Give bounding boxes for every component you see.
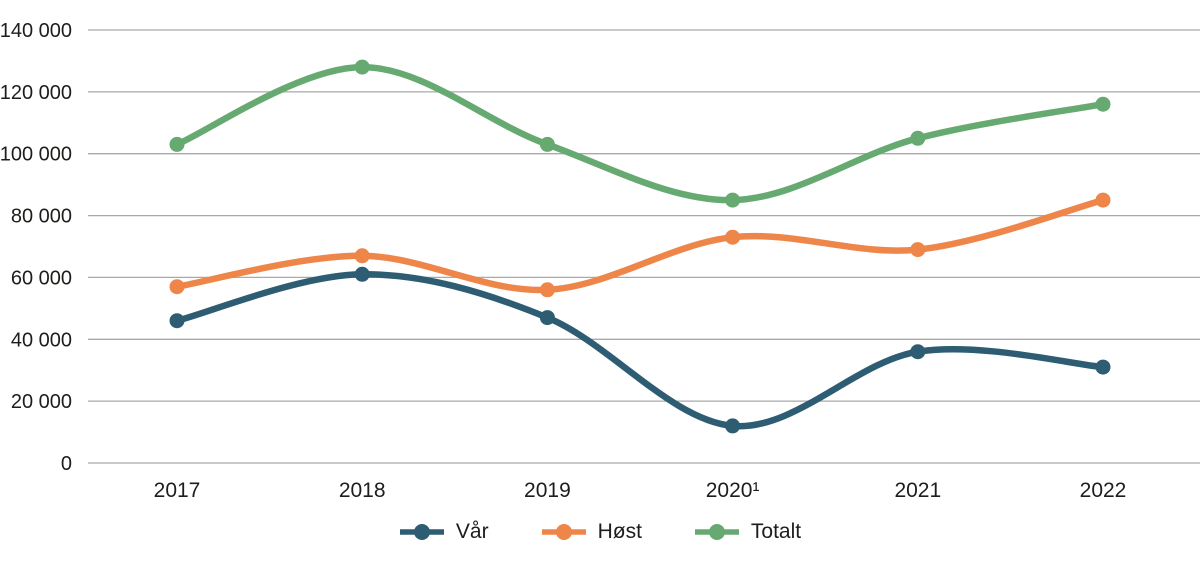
data-point-marker-totalt [354, 59, 370, 75]
data-point-marker-v-r [539, 310, 555, 326]
legend-marker-host-icon [541, 524, 586, 540]
legend-item-totalt: Totalt [694, 520, 801, 544]
legend-marker-var-icon [399, 524, 444, 540]
series-line-totalt [173, 63, 1107, 204]
series-line-h-st [173, 196, 1107, 294]
data-point-marker-v-r [169, 313, 185, 329]
legend-marker-totalt-icon [694, 524, 739, 540]
x-tick-label: 2019 [524, 479, 571, 502]
legend-label-var: Vår [455, 520, 489, 543]
x-tick-label: 2022 [1080, 479, 1127, 502]
data-point-marker-totalt [169, 136, 185, 152]
data-point-marker-v-r [910, 344, 926, 360]
y-axis-labels-group: 0 20 000 40 000 60 000 80 000 100 000 120 000 1… [0, 20, 72, 475]
y-tick-label: 0 [61, 453, 72, 475]
data-point-marker-h-st [910, 242, 926, 258]
legend-item-host: Høst [541, 520, 642, 544]
data-point-marker-v-r [725, 418, 741, 434]
chart-legend: Vår Høst Totalt [0, 520, 1200, 544]
data-point-marker-v-r [354, 266, 370, 282]
legend-label-totalt: Totalt [750, 520, 802, 543]
x-tick-label: 2018 [339, 479, 386, 502]
series-totalt [169, 59, 1111, 208]
y-tick-label: 140 000 [0, 20, 72, 42]
data-point-marker-totalt [725, 192, 741, 208]
data-point-marker-h-st [354, 248, 370, 264]
x-tick-label: 2017 [154, 479, 201, 502]
series-h-st [169, 192, 1111, 298]
y-tick-label: 40 000 [11, 329, 72, 351]
series-line-v-r [173, 271, 1107, 430]
legend-item-var: Vår [399, 520, 489, 544]
series-v-r [169, 266, 1111, 434]
gridlines-group [88, 29, 1200, 464]
x-axis-labels-group: 2017 2018 2019 2020¹ 2021 2022 [154, 479, 1127, 502]
data-point-marker-totalt [539, 136, 555, 152]
data-point-marker-totalt [1095, 96, 1111, 112]
y-tick-label: 60 000 [11, 267, 72, 289]
y-tick-label: 80 000 [11, 206, 72, 228]
x-tick-label: 2021 [894, 479, 941, 502]
data-point-marker-h-st [169, 279, 185, 295]
legend-label-host: Høst [597, 520, 642, 543]
data-point-marker-h-st [539, 282, 555, 298]
data-point-marker-v-r [1095, 359, 1111, 375]
data-point-marker-h-st [725, 229, 741, 245]
y-tick-label: 100 000 [0, 144, 72, 166]
series-group [169, 59, 1111, 434]
data-point-marker-h-st [1095, 192, 1111, 208]
x-tick-label: 2020¹ [706, 479, 760, 502]
y-tick-label: 20 000 [11, 391, 72, 413]
y-tick-label: 120 000 [0, 82, 72, 104]
data-point-marker-totalt [910, 130, 926, 146]
